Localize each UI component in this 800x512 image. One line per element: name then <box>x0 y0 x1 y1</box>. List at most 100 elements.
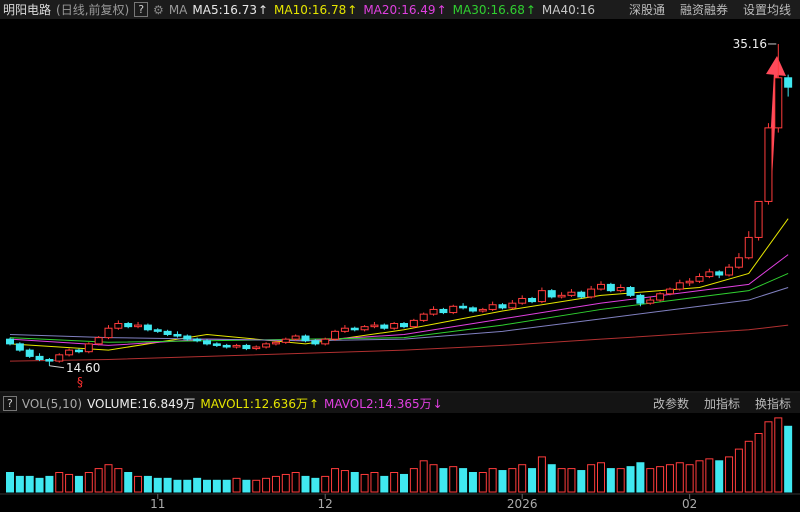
help-button[interactable]: ? <box>3 396 17 411</box>
ma-arrow: ↑ <box>257 2 269 17</box>
candle-body <box>321 338 330 345</box>
candle-body <box>665 288 674 295</box>
candle-body <box>134 324 143 328</box>
candle-body <box>370 324 379 328</box>
candle-body <box>232 344 241 348</box>
volume-bar <box>350 472 359 493</box>
x-label: 11 <box>150 497 165 511</box>
candle-body <box>390 323 399 329</box>
volume-bar <box>360 473 369 493</box>
candle-body <box>508 302 517 309</box>
x-label: 02 <box>682 497 697 511</box>
volume-bar <box>429 464 438 493</box>
ma-arrow: ↑ <box>525 2 536 17</box>
volume-bar <box>212 479 221 493</box>
volume-bar <box>74 475 83 493</box>
low-marker: § <box>77 375 83 389</box>
low-pointer <box>49 365 65 369</box>
candle-body <box>587 288 596 298</box>
candle-body <box>380 324 389 329</box>
volume-button[interactable]: 加指标 <box>703 397 740 411</box>
candle-body <box>744 236 753 259</box>
candle-body <box>409 319 418 328</box>
volume-bar <box>734 448 743 493</box>
header-button[interactable]: 深股通 <box>628 3 665 17</box>
settings-icon[interactable]: ⚙ <box>153 2 164 17</box>
volume-bar <box>173 479 182 493</box>
volume-bar <box>656 466 665 493</box>
header-button[interactable]: 设置均线 <box>742 3 791 17</box>
candle-body <box>675 282 684 290</box>
mavol2-arrow: ↓ <box>432 396 443 411</box>
volume-bar <box>744 440 753 493</box>
ma-arrow: ↑ <box>347 2 358 17</box>
candle-body <box>222 344 231 348</box>
volume-bar <box>153 477 162 493</box>
volume-button[interactable]: 换指标 <box>754 397 791 411</box>
volume-bar <box>262 477 271 493</box>
volume-bar <box>537 456 546 493</box>
volume-bar <box>311 477 320 493</box>
volume-bar <box>626 466 635 493</box>
candle-body <box>606 283 615 292</box>
candle-body <box>15 343 24 351</box>
volume-bar <box>597 462 605 493</box>
volume-value: VOLUME:16.849万 <box>87 397 196 411</box>
volume-button[interactable]: 改参数 <box>652 397 689 411</box>
mavol1: MAVOL1:12.636万 <box>200 397 308 411</box>
volume-bar <box>252 479 261 493</box>
header-bg <box>0 0 800 19</box>
candle-body <box>656 293 665 301</box>
candle-body <box>754 200 763 238</box>
candle-body <box>311 340 320 345</box>
volume-bar <box>665 464 674 493</box>
volume-bar <box>104 464 113 493</box>
ma-line <box>9 218 789 351</box>
candle-body <box>331 330 340 340</box>
ma-line <box>9 324 789 362</box>
volume-bar <box>409 468 418 493</box>
volume-bar <box>439 468 448 493</box>
volume-bar <box>774 417 783 493</box>
candle-body <box>784 77 793 88</box>
candle-body <box>547 290 556 298</box>
volume-bar <box>616 468 625 493</box>
volume-bar <box>6 472 14 493</box>
volume-bar <box>695 460 704 493</box>
candle-body <box>478 308 487 312</box>
candle-body <box>104 327 113 339</box>
candle-body <box>6 338 14 345</box>
mavol2: MAVOL2:14.365万 <box>324 397 432 411</box>
volume-bar <box>400 473 408 493</box>
candle-body <box>301 335 310 342</box>
volume-bar <box>15 475 24 493</box>
candle-body <box>764 127 773 202</box>
candle-body <box>114 323 123 329</box>
candle-body <box>143 324 152 331</box>
volume-bar <box>488 468 497 493</box>
candle-body <box>498 304 507 309</box>
volume-bar <box>55 472 64 493</box>
candle-body <box>725 266 734 276</box>
candle-body <box>705 271 714 278</box>
candle-body <box>212 343 221 346</box>
mavol1-arrow: ↑ <box>308 396 320 411</box>
volume-bar <box>380 475 389 493</box>
help-button[interactable]: ? <box>134 2 149 17</box>
candle-body <box>567 291 576 296</box>
volume-bar <box>715 460 724 493</box>
candle-body <box>626 287 635 296</box>
stock-name: 明阳电路 <box>3 3 52 17</box>
volume-bar <box>65 473 74 493</box>
candle-body <box>193 338 202 342</box>
volume-bar <box>163 477 172 493</box>
volume-bar <box>45 475 54 493</box>
volume-bar <box>577 470 586 493</box>
ma-value: MA10:16.78 <box>274 2 347 17</box>
header-button[interactable]: 融资融券 <box>679 3 728 17</box>
candle-body <box>45 359 54 362</box>
header-buttons: 深股通 融资融券 设置均线 <box>618 0 796 19</box>
ma-value: MA20:16.49 <box>363 2 436 17</box>
volume-bar <box>478 472 487 493</box>
ma-value: MA40:16 <box>541 2 596 17</box>
